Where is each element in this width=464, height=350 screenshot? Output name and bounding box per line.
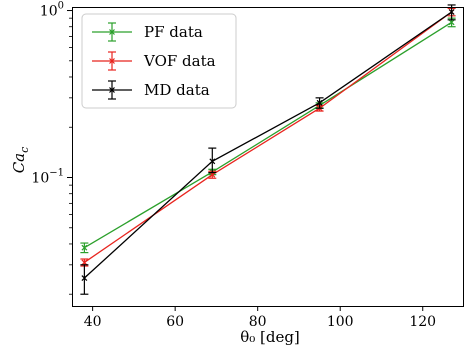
legend-label: PF data	[144, 23, 203, 41]
legend: PF data VOF data MD data	[81, 13, 237, 109]
point-marker-stroke	[448, 9, 455, 15]
y-axis-title: Cac	[10, 147, 31, 174]
y-tick-exponent: −1	[49, 168, 64, 179]
series-line	[83, 11, 452, 279]
plot-area	[80, 4, 456, 295]
data-point	[448, 9, 455, 15]
series-line	[84, 21, 452, 249]
point-marker-stroke	[81, 275, 88, 281]
data-point	[316, 99, 323, 106]
legend-label: MD data	[144, 81, 210, 99]
legend-entry: MD data	[92, 80, 210, 100]
legend-label: VOF data	[143, 52, 216, 70]
data-point	[81, 259, 88, 266]
point-marker-stroke	[209, 158, 216, 165]
y-axis-title-sub: c	[18, 147, 31, 153]
point-marker-stroke	[316, 99, 323, 106]
point-marker-stroke	[448, 19, 455, 26]
x-tick-label: 100	[327, 314, 354, 330]
x-axis-title: θ₀ [deg]	[240, 328, 300, 346]
legend-marker	[109, 58, 115, 64]
x-tick-label: 80	[249, 314, 267, 330]
legend-marker	[109, 29, 115, 35]
y-tick-label: 10−1	[31, 168, 64, 187]
point-marker-stroke	[81, 259, 88, 266]
y-axis-title-main: Ca	[10, 153, 28, 173]
y-tick-base: 10	[40, 4, 58, 20]
y-tick-base: 10	[31, 171, 49, 187]
y-tick-label: 100	[40, 1, 64, 20]
data-point	[81, 244, 88, 251]
legend-marker	[109, 87, 115, 93]
data-point	[448, 19, 455, 26]
legend-entry: PF data	[92, 22, 203, 42]
x-tick-label: 120	[409, 314, 436, 330]
point-marker-stroke	[81, 244, 88, 251]
series-line	[84, 11, 453, 263]
y-tick-exponent: 0	[58, 1, 64, 12]
data-point	[209, 158, 216, 165]
legend-entry: VOF data	[92, 51, 216, 71]
x-tick-label: 40	[84, 314, 102, 330]
x-tick-label: 60	[166, 314, 184, 330]
legend-box	[81, 13, 237, 109]
data-point	[81, 275, 88, 281]
series-md-data	[80, 4, 456, 295]
